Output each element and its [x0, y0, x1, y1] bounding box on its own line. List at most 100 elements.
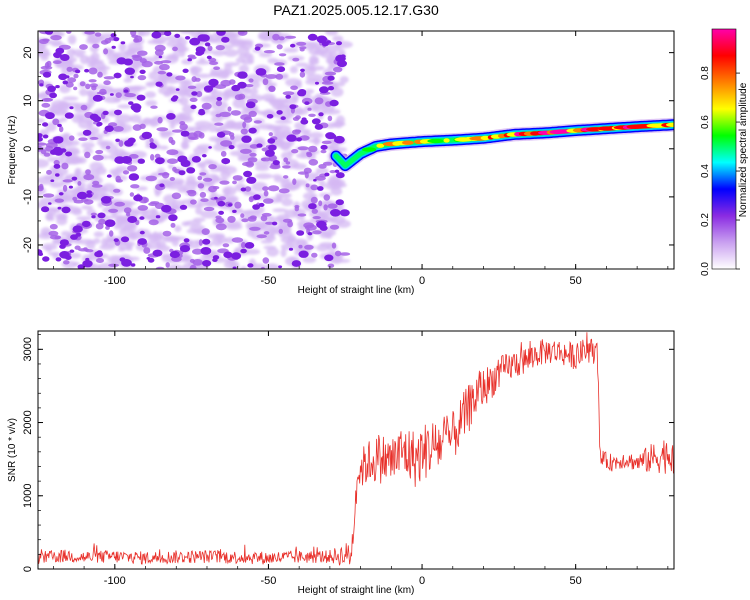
noise-blob [73, 86, 78, 91]
noise-blob [265, 74, 278, 79]
noise-blob [308, 113, 316, 118]
noise-blob [296, 215, 306, 221]
noise-blob [237, 71, 248, 79]
noise-blob [113, 188, 121, 193]
ridge-peak [376, 143, 385, 148]
noise-blob [339, 76, 349, 84]
noise-blob [297, 213, 307, 217]
noise-blob [38, 142, 47, 146]
noise-blob [331, 242, 337, 249]
noise-blob [189, 264, 197, 269]
noise-blob [177, 155, 188, 163]
noise-blob [172, 95, 179, 100]
noise-blob [112, 51, 130, 60]
noise-blob [318, 164, 327, 169]
noise-blob [262, 257, 270, 264]
y-tick-label: 3000 [22, 337, 34, 361]
noise-blob [113, 223, 121, 230]
noise-blob [104, 88, 122, 93]
noise-blob [123, 58, 133, 66]
noise-blob [224, 237, 235, 244]
noise-blob [332, 35, 344, 42]
noise-blob [74, 167, 82, 178]
noise-blob [220, 140, 233, 147]
noise-blob [42, 134, 49, 139]
noise-blob [283, 175, 289, 179]
ridge-peak [666, 122, 674, 127]
noise-blob [311, 208, 318, 214]
noise-blob [61, 162, 69, 170]
noise-blob [54, 198, 64, 203]
noise-blob [165, 262, 170, 268]
figure-title: PAZ1.2025.005.12.17.G30 [273, 2, 439, 18]
noise-blob [62, 80, 69, 85]
noise-blob [219, 180, 230, 185]
noise-blob [189, 37, 201, 46]
noise-blob [263, 245, 277, 250]
noise-blob [200, 198, 209, 203]
noise-blob [115, 92, 122, 98]
noise-blob [45, 112, 55, 120]
noise-blob [191, 76, 197, 83]
noise-blob [96, 258, 104, 263]
noise-blob [77, 181, 82, 186]
noise-blob [295, 115, 301, 120]
noise-blob [100, 196, 112, 204]
noise-blob [310, 196, 318, 204]
noise-blob [161, 235, 179, 243]
noise-blob [49, 39, 62, 46]
noise-blob [215, 100, 222, 107]
noise-blob [316, 220, 327, 229]
noise-blob [215, 127, 222, 134]
noise-blob [103, 48, 109, 55]
noise-blob [145, 81, 156, 88]
noise-blob [241, 241, 246, 249]
noise-blob [223, 64, 233, 71]
noise-blob [268, 132, 273, 137]
noise-blob [254, 46, 261, 51]
noise-blob [139, 123, 146, 129]
noise-blob [315, 175, 326, 181]
noise-blob [164, 31, 172, 37]
noise-blob [150, 154, 155, 161]
noise-blob [289, 65, 298, 74]
noise-blob [115, 138, 120, 142]
noise-blob [296, 137, 303, 142]
noise-blob [261, 212, 272, 217]
noise-blob [272, 33, 280, 41]
noise-blob [151, 31, 162, 39]
noise-blob [318, 112, 324, 117]
noise-blob [59, 239, 69, 246]
spectrogram-panel: -100 -50 0 50 20 10 0 -10 -20 Height of straigh… [7, 30, 675, 296]
noise-blob [240, 148, 252, 154]
noise-blob [222, 243, 230, 248]
noise-blob [136, 94, 146, 101]
snr-y-axis-label: SNR (10 * v/v) [7, 418, 18, 482]
noise-blob [41, 206, 50, 213]
noise-blob [139, 230, 145, 235]
noise-blob [266, 247, 280, 257]
noise-blob [148, 219, 159, 226]
noise-blob [127, 216, 138, 223]
noise-blob [215, 113, 222, 118]
noise-blob [121, 259, 132, 267]
noise-blob [248, 196, 254, 203]
noise-blob [214, 122, 224, 126]
noise-blob [340, 54, 346, 59]
noise-blob [232, 134, 243, 143]
noise-blob [114, 201, 125, 207]
noise-blob [104, 219, 116, 227]
y-tick-label: 10 [22, 95, 34, 107]
noise-blob [69, 106, 74, 110]
noise-blob [266, 114, 274, 119]
ridge-peak [480, 135, 491, 141]
noise-blob [154, 189, 161, 197]
noise-blob [305, 224, 317, 231]
noise-blob [55, 257, 62, 262]
noise-blob [79, 88, 89, 97]
noise-blob [167, 158, 178, 164]
noise-blob [201, 154, 207, 158]
noise-blob [115, 215, 128, 225]
noise-blob [155, 215, 161, 219]
